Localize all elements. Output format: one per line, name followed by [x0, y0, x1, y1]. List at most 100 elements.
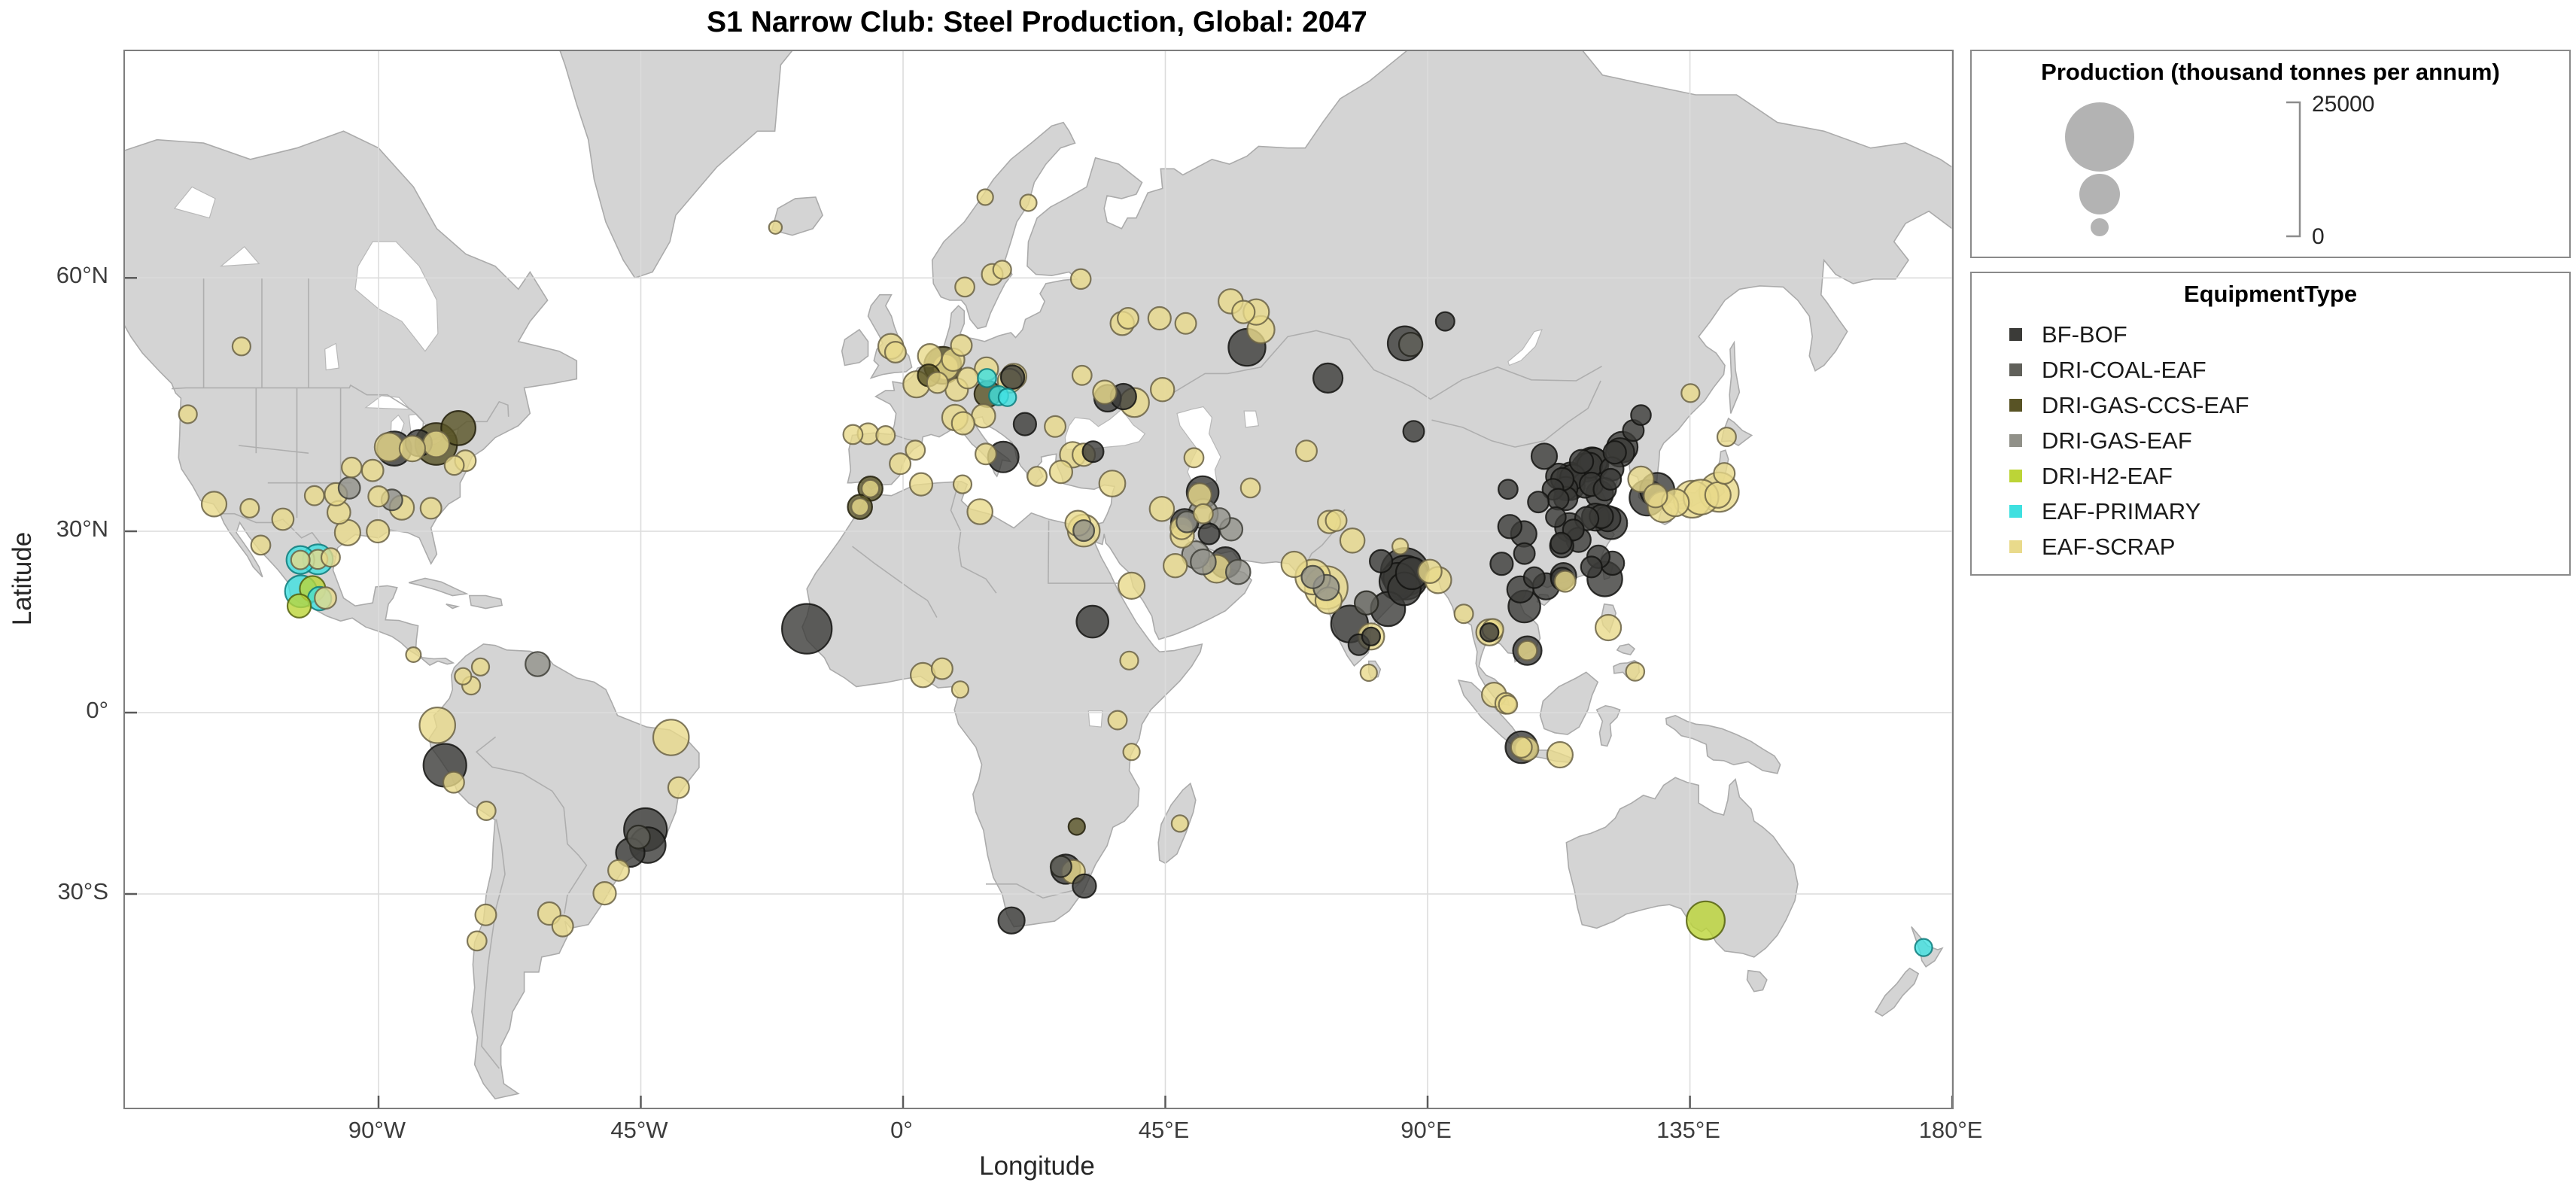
production-bubble — [1550, 531, 1573, 555]
legend-label: DRI-COAL-EAF — [2042, 356, 2206, 383]
landmass — [446, 604, 461, 610]
production-bubble — [977, 368, 997, 388]
country-border — [1048, 520, 1118, 584]
production-bubble — [1117, 571, 1146, 600]
production-bubble — [443, 455, 465, 476]
legend-entry-dri-h2-eaf: DRI-H2-EAF — [2009, 458, 2569, 494]
production-bubble — [976, 188, 994, 206]
legend-swatch — [2009, 540, 2022, 553]
production-bubble — [1353, 590, 1379, 616]
production-bubble — [398, 434, 426, 463]
production-bubble — [626, 824, 651, 850]
production-bubble — [1183, 447, 1205, 469]
production-bubble — [667, 776, 690, 799]
size-legend-circle — [2079, 174, 2120, 214]
production-bubble — [956, 366, 979, 390]
production-bubble — [470, 657, 491, 677]
landmass — [408, 577, 469, 597]
production-bubble — [1643, 483, 1668, 509]
production-bubble — [607, 859, 630, 882]
production-bubble — [1075, 604, 1110, 639]
lake — [324, 342, 339, 371]
landmass — [841, 328, 869, 366]
production-bubble — [303, 485, 325, 506]
production-bubble — [1630, 404, 1652, 426]
production-bubble — [1434, 311, 1455, 332]
production-bubble — [1147, 306, 1172, 331]
lake — [1243, 410, 1260, 428]
legend-label: DRI-H2-EAF — [2042, 462, 2173, 489]
landmass — [1729, 340, 1741, 414]
production-bubble — [1368, 549, 1394, 573]
production-bubble — [1627, 465, 1655, 494]
production-bubble — [1081, 440, 1105, 464]
production-bubble — [1479, 622, 1500, 643]
production-bubble — [1361, 626, 1382, 646]
production-bubble — [1119, 650, 1139, 670]
production-bubble — [926, 371, 949, 394]
production-bubble — [231, 336, 251, 357]
production-bubble — [1122, 743, 1141, 762]
production-bubble — [1568, 448, 1595, 475]
production-bubble — [250, 534, 272, 556]
production-bubble — [1686, 900, 1726, 941]
landmass — [1595, 704, 1621, 747]
legend-entry-dri-gas-ccs-eaf: DRI-GAS-CCS-EAF — [2009, 388, 2569, 423]
size-legend-graphic: 25000 0 — [2065, 92, 2374, 249]
production-bubble — [1067, 817, 1086, 836]
y-tick-label: 30°N — [56, 515, 108, 543]
size-legend-circle — [2065, 102, 2134, 172]
size-legend: Production (thousand tonnes per annum) 2… — [1970, 50, 2571, 258]
production-bubble — [320, 547, 341, 568]
size-legend-bracket — [2286, 101, 2301, 238]
production-bubble — [950, 411, 975, 436]
lake — [220, 245, 260, 267]
production-bubble — [1300, 564, 1325, 589]
production-bubble — [1048, 459, 1074, 485]
country-border — [1411, 366, 1602, 400]
landmass — [771, 196, 824, 236]
production-bubble — [1513, 542, 1536, 565]
production-bubble — [781, 603, 833, 655]
production-bubble — [966, 498, 994, 525]
legend-label: BF-BOF — [2042, 321, 2127, 348]
production-bubble — [337, 476, 361, 500]
production-bubble — [1497, 514, 1523, 540]
production-bubble — [1453, 604, 1474, 625]
production-bubble — [1417, 558, 1443, 585]
landmass — [1874, 967, 1920, 1017]
production-bubble — [860, 479, 880, 498]
production-bubble — [418, 706, 457, 744]
type-legend-title: EquipmentType — [2183, 281, 2358, 307]
production-bubble — [1072, 873, 1097, 899]
production-bubble — [1148, 495, 1175, 522]
production-bubble — [1680, 383, 1701, 403]
production-bubble — [954, 276, 975, 298]
size-legend-circle — [2091, 218, 2109, 236]
production-bubble — [440, 410, 477, 446]
country-border — [1173, 330, 1413, 393]
production-bubble — [768, 220, 783, 235]
production-bubble — [200, 491, 228, 518]
production-bubble — [842, 424, 864, 445]
y-axis-label: Latitude — [8, 531, 37, 626]
lake — [1507, 329, 1543, 366]
production-bubble — [466, 930, 488, 952]
production-bubble — [442, 771, 465, 794]
country-border — [481, 819, 506, 1069]
production-bubble — [290, 549, 311, 570]
production-bubble — [1625, 661, 1646, 682]
equipment-type-legend: EquipmentType BF-BOF DRI-COAL-EAF DRI-GAS-… — [1970, 272, 2571, 576]
production-bubble — [884, 341, 907, 364]
size-legend-title: Production (thousand tonnes per annum) — [2041, 59, 2500, 85]
legend-entry-eaf-scrap: EAF-SCRAP — [2009, 529, 2569, 564]
production-bubble — [1545, 506, 1567, 528]
production-bubble — [474, 903, 497, 926]
production-bubble — [905, 439, 926, 461]
landmass — [1539, 671, 1599, 735]
production-bubble — [340, 456, 363, 479]
production-bubble — [367, 485, 390, 508]
legend-label: EAF-SCRAP — [2042, 533, 2176, 560]
production-bubble — [1522, 566, 1546, 589]
